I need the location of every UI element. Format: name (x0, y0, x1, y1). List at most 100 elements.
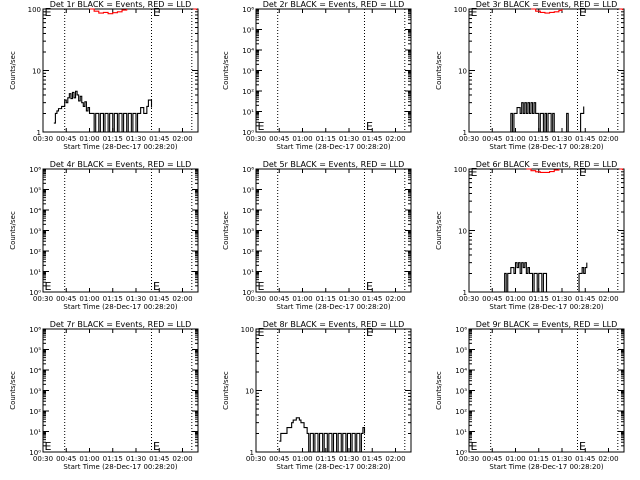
series-lld-trace (619, 8, 624, 11)
y-tick-label: 10⁴ (455, 367, 467, 375)
x-tick-label: 02:00 (385, 135, 405, 143)
x-tick-label: 00:30 (33, 455, 53, 463)
x-tick-label: 02:00 (385, 455, 405, 463)
x-tick-label: 01:00 (292, 455, 312, 463)
x-tick-label: 00:45 (482, 455, 502, 463)
y-tick-label: 10¹ (455, 429, 467, 437)
y-tick-label: 10² (242, 88, 254, 96)
x-tick-label: 01:15 (103, 455, 123, 463)
series-lld-trace (193, 8, 197, 11)
x-axis-label: Start Time (28-Dec-17 00:28:20) (489, 303, 603, 311)
event-marker: E (471, 440, 478, 453)
x-tick-label: 00:45 (482, 295, 502, 303)
chart-panel-6: Det 6r BLACK = Events, RED = LLD 00:30 00:… (435, 160, 625, 311)
series-events-trace (509, 102, 555, 133)
x-axis-label: Start Time (28-Dec-17 00:28:20) (276, 463, 390, 471)
y-axis-label: Counts/sec (435, 51, 443, 90)
x-tick-label: 00:30 (33, 135, 53, 143)
y-tick-label: 10⁵ (29, 347, 41, 355)
x-tick-label: 01:45 (362, 295, 382, 303)
x-tick-label: 00:45 (56, 455, 76, 463)
y-tick-label: 10⁰ (29, 289, 41, 297)
chart-title: Det 2r BLACK = Events, RED = LLD (263, 0, 405, 9)
y-tick-label: 1 (37, 129, 41, 137)
x-tick-label: 02:00 (598, 135, 618, 143)
y-tick-label: 100 (241, 326, 254, 334)
x-tick-label: 01:45 (362, 135, 382, 143)
x-tick-label: 01:45 (362, 455, 382, 463)
series-lld-trace (526, 168, 560, 173)
chart-panel-4: Det 4r BLACK = Events, RED = LLD 00:30 00:… (9, 160, 199, 311)
plot-frame (255, 8, 412, 133)
y-tick-label: 10³ (242, 228, 254, 236)
x-axis-label: Start Time (28-Dec-17 00:28:20) (489, 143, 603, 151)
y-tick-label: 10 (458, 228, 467, 236)
y-axis-label: Counts/sec (435, 371, 443, 410)
x-tick-label: 00:45 (269, 455, 289, 463)
x-tick-label: 02:00 (385, 295, 405, 303)
y-tick-label: 100 (28, 6, 41, 14)
x-tick-label: 01:45 (149, 455, 169, 463)
x-tick-label: 01:15 (103, 295, 123, 303)
x-tick-label: 01:00 (292, 135, 312, 143)
y-tick-label: 10⁰ (455, 449, 467, 457)
series-events-trace (53, 90, 153, 133)
x-tick-label: 00:45 (269, 295, 289, 303)
y-tick-label: 10⁵ (29, 187, 41, 195)
event-marker: E (45, 440, 52, 453)
y-tick-label: 10³ (455, 388, 467, 396)
x-tick-label: 01:45 (575, 295, 595, 303)
y-tick-label: 10⁶ (29, 326, 41, 334)
y-tick-label: 10¹ (29, 269, 41, 277)
plot-frame (255, 168, 412, 293)
x-axis-label: Start Time (28-Dec-17 00:28:20) (276, 303, 390, 311)
x-axis-label: Start Time (28-Dec-17 00:28:20) (63, 463, 177, 471)
x-tick-label: 01:00 (505, 135, 525, 143)
y-axis-label: Counts/sec (9, 211, 17, 250)
chart-panel-1: Det 1r BLACK = Events, RED = LLD 00:30 00:… (9, 0, 199, 151)
y-tick-label: 10⁵ (455, 347, 467, 355)
series-events-trace (565, 112, 569, 133)
y-axis-label: Counts/sec (222, 51, 230, 90)
x-tick-label: 01:15 (316, 455, 336, 463)
x-tick-label: 00:45 (482, 135, 502, 143)
x-tick-label: 00:30 (246, 295, 266, 303)
event-marker: E (258, 120, 265, 133)
chart-title: Det 3r BLACK = Events, RED = LLD (476, 0, 618, 9)
x-axis-label: Start Time (28-Dec-17 00:28:20) (489, 463, 603, 471)
y-tick-label: 10⁵ (242, 27, 254, 35)
x-tick-label: 00:30 (459, 455, 479, 463)
x-tick-label: 01:15 (529, 135, 549, 143)
event-marker: E (366, 280, 373, 293)
x-tick-label: 00:45 (56, 295, 76, 303)
plot-frame (42, 328, 199, 453)
y-tick-label: 10² (29, 408, 41, 416)
y-tick-label: 10 (32, 68, 41, 76)
series-events-trace (579, 106, 585, 133)
y-tick-label: 10⁴ (242, 47, 254, 55)
x-tick-label: 01:30 (126, 455, 146, 463)
event-marker: E (258, 326, 265, 339)
chart-panel-7: Det 7r BLACK = Events, RED = LLD 00:30 00:… (9, 320, 199, 471)
event-marker: E (153, 6, 160, 19)
series-events-trace (577, 262, 588, 293)
y-tick-label: 100 (454, 166, 467, 174)
chart-title: Det 5r BLACK = Events, RED = LLD (263, 160, 405, 169)
x-axis-label: Start Time (28-Dec-17 00:28:20) (276, 143, 390, 151)
x-tick-label: 02:00 (172, 295, 192, 303)
event-marker: E (471, 6, 478, 19)
x-tick-label: 02:00 (172, 455, 192, 463)
chart-title: Det 7r BLACK = Events, RED = LLD (50, 320, 192, 329)
x-tick-label: 02:00 (598, 455, 618, 463)
x-tick-label: 00:30 (459, 135, 479, 143)
x-tick-label: 02:00 (172, 135, 192, 143)
event-marker: E (579, 166, 586, 179)
y-tick-label: 10² (455, 408, 467, 416)
x-tick-label: 00:30 (246, 455, 266, 463)
y-tick-label: 10³ (29, 388, 41, 396)
event-marker: E (45, 6, 52, 19)
chart-panel-5: Det 5r BLACK = Events, RED = LLD 00:30 00:… (222, 160, 412, 311)
y-tick-label: 10 (458, 68, 467, 76)
event-marker: E (471, 166, 478, 179)
